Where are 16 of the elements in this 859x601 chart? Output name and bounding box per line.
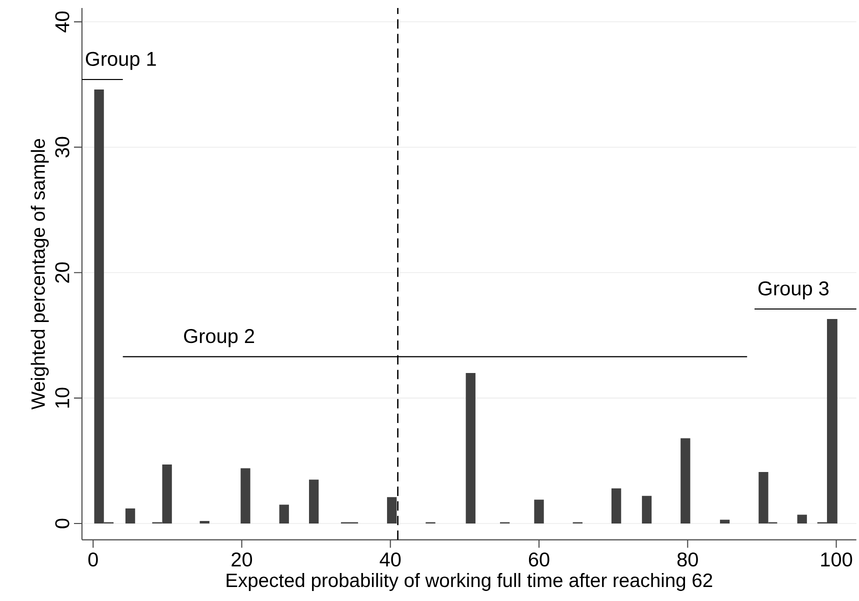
x-axis-title: Expected probability of working full time after reaching 62 bbox=[226, 573, 712, 592]
y-axis-title: Weighted percentage of sample bbox=[30, 139, 49, 410]
x-tick-label: 100 bbox=[821, 552, 852, 567]
x-tick-label: 20 bbox=[232, 552, 252, 567]
annotation: Group 3 bbox=[758, 281, 829, 300]
x-tick-label: 80 bbox=[677, 552, 698, 567]
y-tick-label: 0 bbox=[55, 518, 70, 528]
y-tick-label: 20 bbox=[55, 262, 70, 283]
x-tick-label: 40 bbox=[380, 552, 401, 567]
y-tick-label: 10 bbox=[55, 388, 70, 408]
y-tick-label: 40 bbox=[55, 12, 70, 33]
x-tick-label: 60 bbox=[528, 552, 550, 567]
annotation: Group 1 bbox=[86, 52, 156, 70]
y-tick-label: 30 bbox=[55, 137, 70, 158]
annotation: Group 2 bbox=[184, 329, 254, 348]
x-tick-label: 0 bbox=[88, 552, 98, 567]
